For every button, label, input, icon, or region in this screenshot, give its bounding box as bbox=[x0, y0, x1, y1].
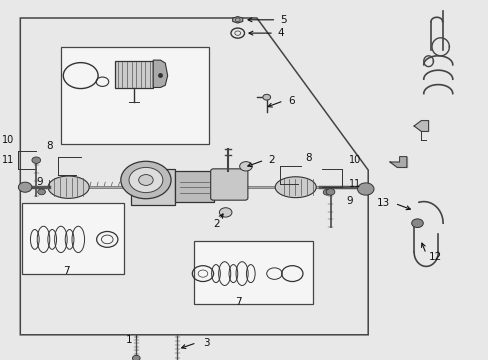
FancyBboxPatch shape bbox=[210, 169, 247, 200]
Text: 11: 11 bbox=[2, 155, 14, 165]
Text: 9: 9 bbox=[37, 177, 43, 187]
Circle shape bbox=[325, 189, 334, 195]
Text: 7: 7 bbox=[235, 297, 242, 307]
Text: 7: 7 bbox=[63, 266, 69, 276]
Text: 8: 8 bbox=[305, 153, 311, 163]
Circle shape bbox=[323, 189, 330, 195]
Circle shape bbox=[357, 183, 373, 195]
Text: 2: 2 bbox=[267, 155, 274, 165]
Ellipse shape bbox=[275, 177, 316, 198]
Circle shape bbox=[32, 157, 41, 163]
Text: 9: 9 bbox=[346, 195, 352, 206]
Polygon shape bbox=[389, 157, 406, 167]
Circle shape bbox=[129, 167, 163, 193]
Polygon shape bbox=[20, 18, 367, 335]
Bar bbox=[22, 203, 123, 274]
Polygon shape bbox=[232, 17, 242, 23]
Text: 6: 6 bbox=[288, 96, 294, 106]
Polygon shape bbox=[413, 121, 427, 131]
Text: 4: 4 bbox=[277, 28, 284, 38]
Circle shape bbox=[239, 162, 252, 171]
Circle shape bbox=[19, 182, 32, 192]
Circle shape bbox=[263, 94, 270, 100]
Text: 1: 1 bbox=[125, 335, 132, 345]
Text: 13: 13 bbox=[376, 198, 389, 208]
Bar bbox=[194, 241, 312, 304]
Text: 5: 5 bbox=[279, 15, 286, 25]
Circle shape bbox=[132, 355, 140, 360]
Bar bbox=[175, 171, 213, 202]
Text: 12: 12 bbox=[427, 252, 441, 262]
Circle shape bbox=[38, 189, 45, 195]
Circle shape bbox=[411, 219, 423, 228]
Text: 3: 3 bbox=[203, 338, 209, 348]
Bar bbox=[131, 169, 175, 205]
Bar bbox=[114, 61, 153, 88]
Bar bbox=[61, 47, 208, 144]
Text: 10: 10 bbox=[348, 155, 360, 165]
Ellipse shape bbox=[48, 176, 89, 198]
Text: 10: 10 bbox=[2, 135, 14, 145]
Circle shape bbox=[139, 175, 153, 185]
Polygon shape bbox=[153, 60, 167, 87]
Circle shape bbox=[121, 161, 171, 199]
Text: 2: 2 bbox=[213, 219, 219, 229]
Circle shape bbox=[219, 208, 231, 217]
Text: 11: 11 bbox=[348, 179, 360, 189]
Text: 8: 8 bbox=[46, 141, 53, 151]
